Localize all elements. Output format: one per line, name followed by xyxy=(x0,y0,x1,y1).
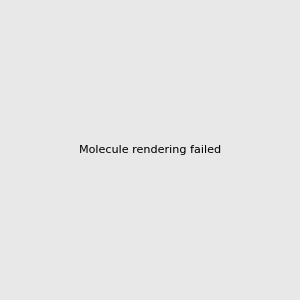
Text: Molecule rendering failed: Molecule rendering failed xyxy=(79,145,221,155)
